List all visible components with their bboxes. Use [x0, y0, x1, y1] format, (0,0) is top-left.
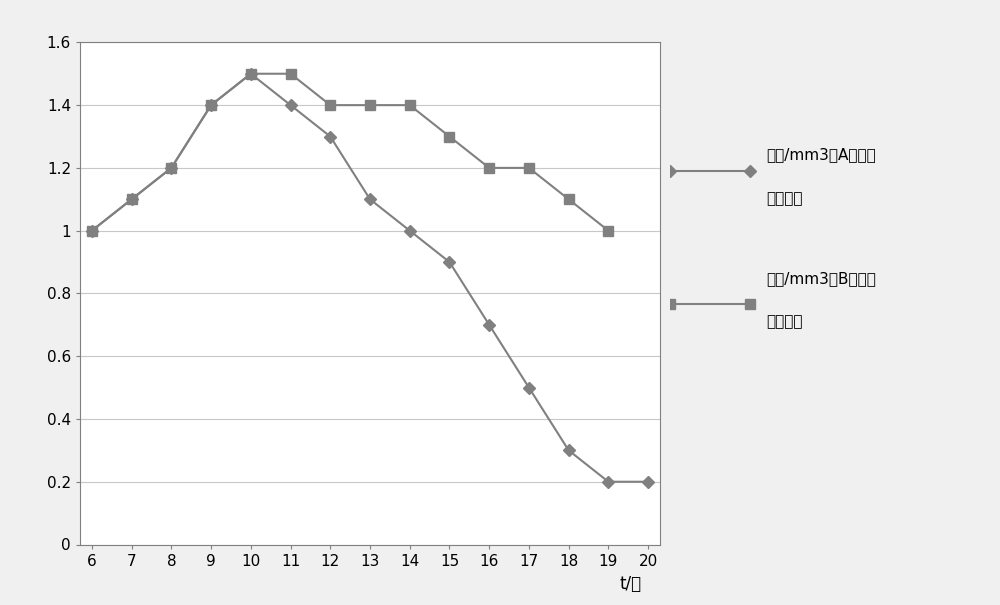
Text: 个数/mm3（B组）单: 个数/mm3（B组）单 — [766, 270, 876, 286]
Text: 位：十万: 位：十万 — [766, 314, 802, 329]
Text: 位：十万: 位：十万 — [766, 191, 802, 206]
Text: 个数/mm3（A组）单: 个数/mm3（A组）单 — [766, 148, 876, 163]
Text: t/天: t/天 — [620, 575, 642, 593]
